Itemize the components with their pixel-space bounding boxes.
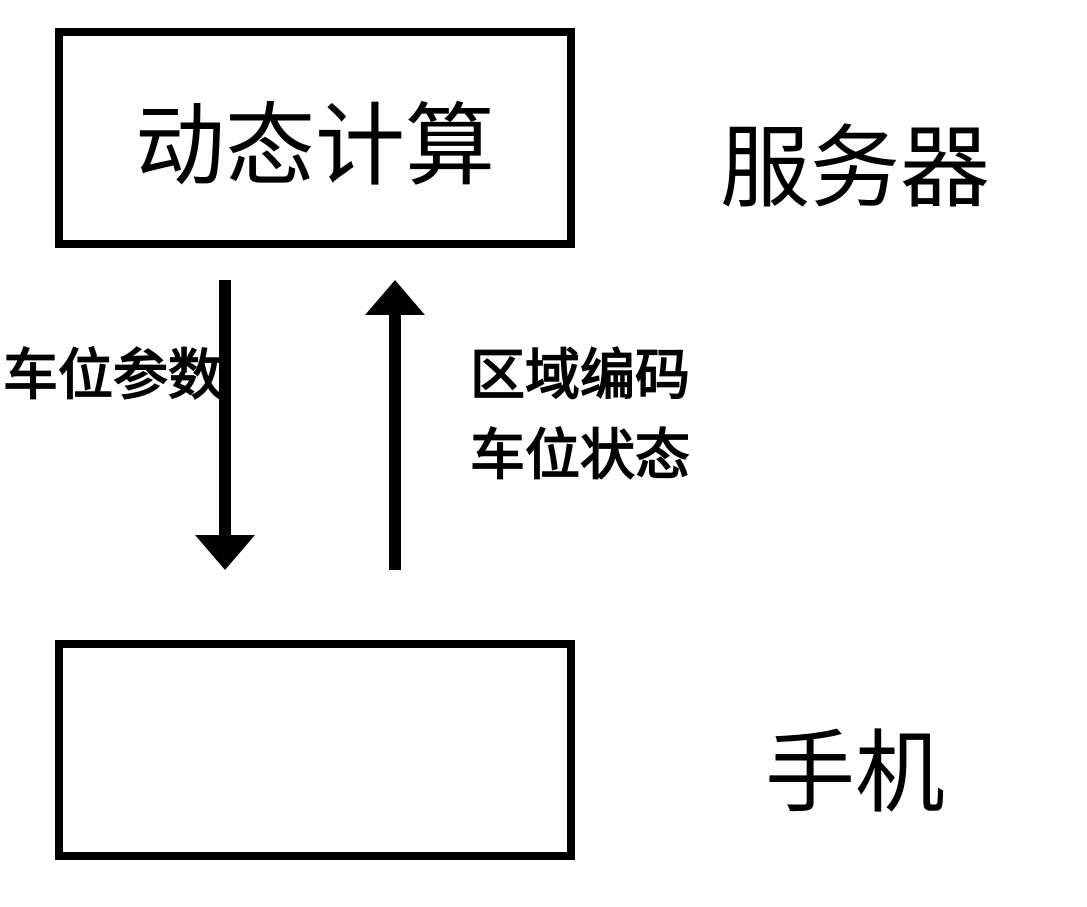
diagram-canvas: 动态计算 服务器 手机 车位参数 区域编码 车位状态 xyxy=(0,0,1087,907)
phone-node xyxy=(55,640,575,860)
arrow-up-head xyxy=(365,280,425,315)
server-node: 动态计算 xyxy=(55,28,575,248)
arrow-down-label: 车位参数 xyxy=(3,330,223,410)
server-node-text: 动态计算 xyxy=(135,73,495,203)
arrow-up-label-2: 车位状态 xyxy=(470,410,690,490)
arrow-down-head xyxy=(195,535,255,570)
phone-side-label: 手机 xyxy=(765,700,945,830)
arrow-up-line xyxy=(389,315,401,570)
server-side-label: 服务器 xyxy=(720,95,990,225)
arrow-up-label-1: 区域编码 xyxy=(470,330,690,410)
